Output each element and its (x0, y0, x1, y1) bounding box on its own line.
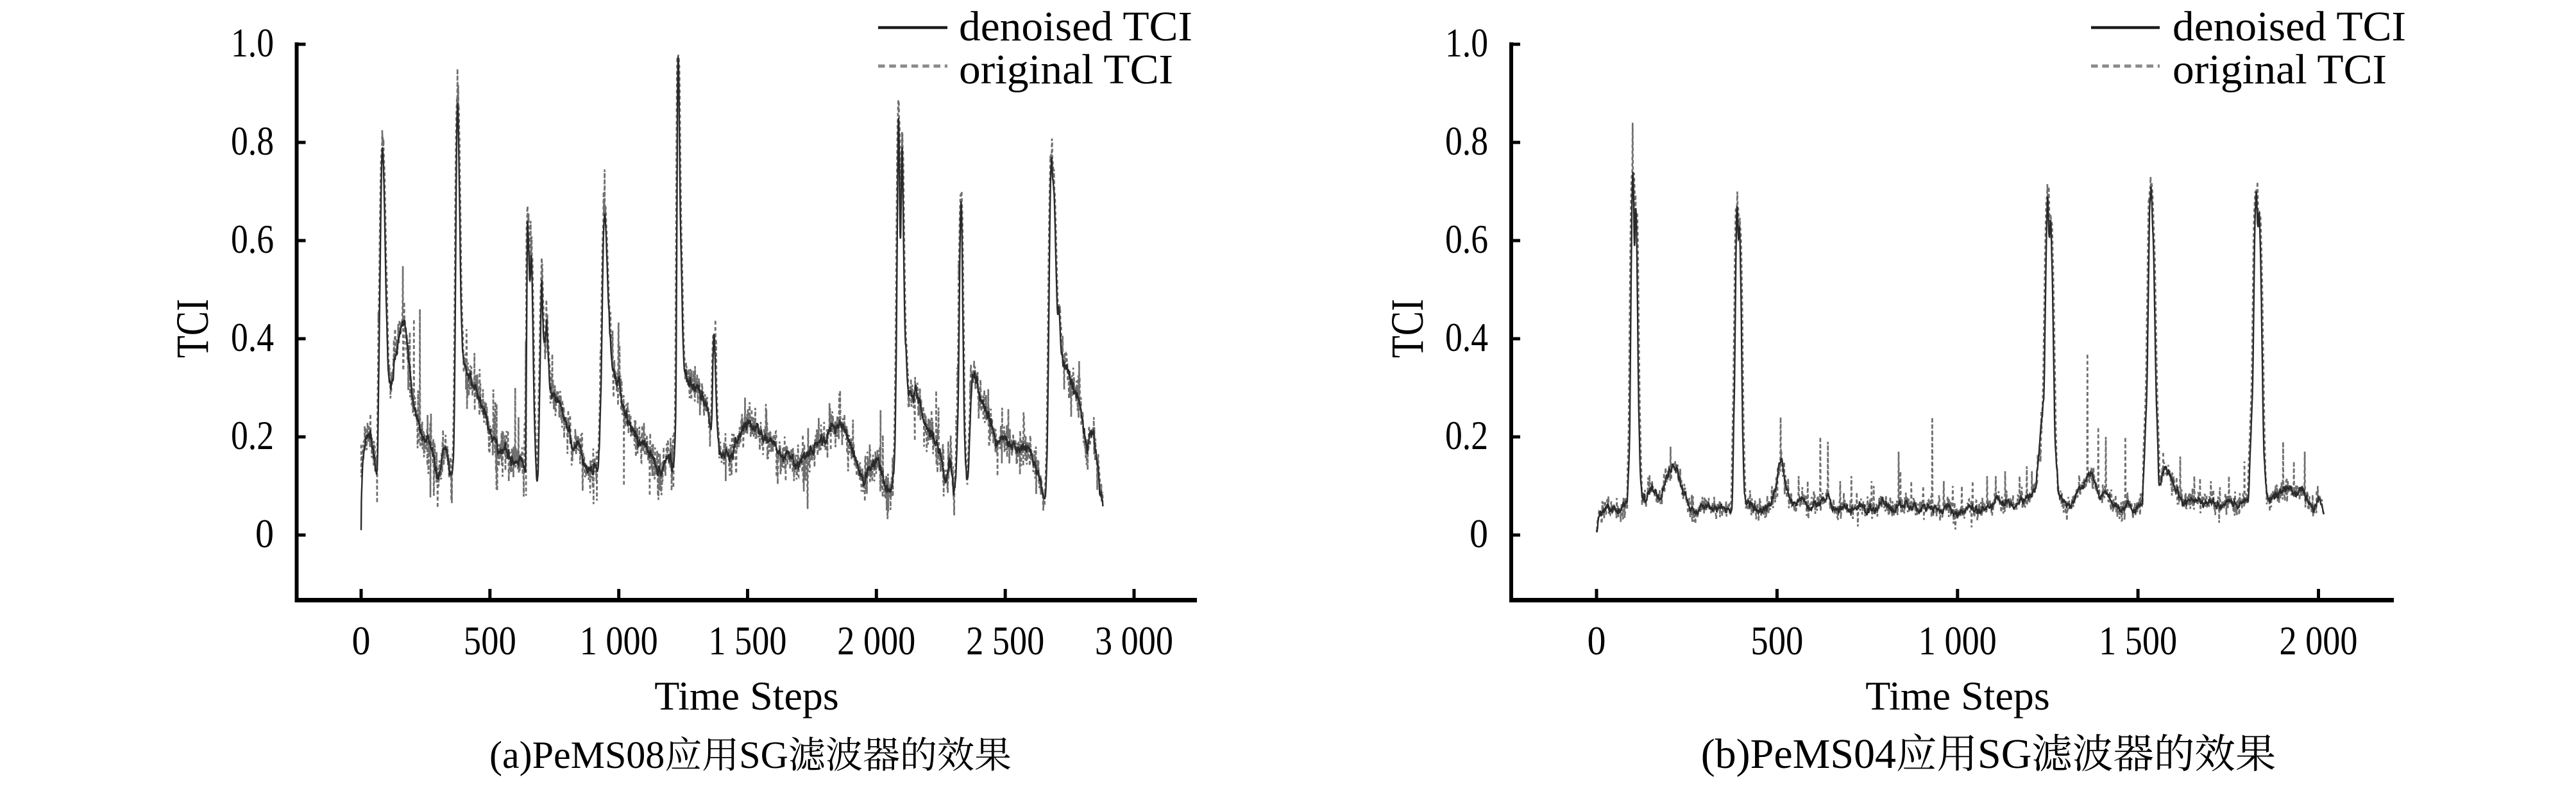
svg-text:500: 500 (464, 618, 516, 663)
svg-text:1.0: 1.0 (1445, 20, 1488, 65)
svg-text:original TCI: original TCI (2173, 46, 2387, 93)
svg-text:0.8: 0.8 (1445, 118, 1488, 164)
svg-text:3 000: 3 000 (1095, 618, 1173, 663)
svg-text:2 500: 2 500 (966, 618, 1044, 663)
svg-text:original TCI: original TCI (959, 46, 1173, 93)
svg-text:Time Steps: Time Steps (654, 673, 839, 719)
svg-text:0: 0 (255, 511, 274, 556)
svg-text:1 000: 1 000 (580, 618, 658, 663)
svg-text:0.8: 0.8 (231, 118, 274, 164)
svg-text:denoised TCI: denoised TCI (2173, 3, 2406, 50)
svg-text:0: 0 (352, 618, 371, 663)
svg-text:TCI: TCI (167, 299, 218, 358)
svg-text:0.6: 0.6 (231, 216, 274, 262)
svg-text:2 000: 2 000 (2280, 618, 2358, 663)
svg-text:500: 500 (1750, 618, 1803, 663)
svg-text:Time Steps: Time Steps (1865, 673, 2050, 719)
svg-text:1 500: 1 500 (709, 618, 787, 663)
svg-text:0.4: 0.4 (1445, 314, 1488, 360)
svg-text:1 500: 1 500 (2099, 618, 2177, 663)
svg-text:denoised TCI: denoised TCI (959, 3, 1192, 50)
svg-text:0.2: 0.2 (1445, 413, 1488, 458)
svg-text:0.6: 0.6 (1445, 216, 1488, 262)
svg-text:TCI: TCI (1382, 299, 1433, 358)
svg-text:1 000: 1 000 (1919, 618, 1997, 663)
svg-text:(b)PeMS04: (b)PeMS04 (1701, 731, 1896, 778)
svg-text:2 000: 2 000 (837, 618, 915, 663)
svg-text:0: 0 (1470, 511, 1488, 556)
svg-text:SG: SG (1978, 731, 2031, 778)
svg-text:SG: SG (739, 734, 788, 776)
svg-text:0.2: 0.2 (231, 413, 274, 458)
svg-text:0.4: 0.4 (231, 314, 274, 360)
svg-text:0: 0 (1588, 618, 1606, 663)
svg-text:1.0: 1.0 (231, 20, 274, 65)
svg-text:(a)PeMS08: (a)PeMS08 (489, 734, 665, 776)
